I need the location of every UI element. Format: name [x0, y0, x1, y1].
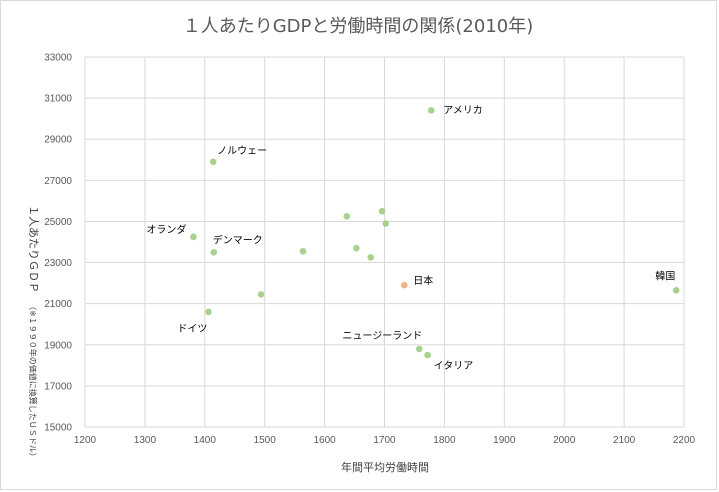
x-tick-label: 2100 — [613, 435, 636, 446]
x-tick-label: 1500 — [254, 435, 277, 446]
data-point — [672, 287, 680, 294]
data-point — [299, 247, 307, 255]
point-label: イタリア — [434, 360, 474, 372]
y-tick-label: 29000 — [44, 135, 72, 146]
point-label: 日本 — [413, 274, 433, 287]
data-point — [424, 351, 431, 359]
x-tick-label: 1300 — [134, 435, 157, 446]
y-tick-label: 21000 — [44, 299, 72, 310]
data-point — [210, 248, 218, 256]
data-point — [415, 345, 423, 353]
gridlines — [84, 56, 685, 428]
data-point — [400, 281, 408, 289]
y-axis-title: １人あたりＧＤＰ （※１９９０年の価値に換算したＵＳドル） — [26, 205, 45, 461]
x-tick-label: 2000 — [553, 435, 576, 446]
data-point — [427, 107, 435, 114]
x-tick-label: 1600 — [313, 435, 336, 446]
point-label: ノルウェー — [217, 145, 267, 157]
data-point — [378, 207, 386, 215]
y-tick-label: 17000 — [44, 381, 72, 392]
data-point — [209, 158, 217, 166]
y-tick-label: 33000 — [44, 53, 72, 64]
point-label: ドイツ — [177, 324, 207, 335]
data-point — [382, 220, 389, 227]
data-point — [205, 308, 212, 316]
point-label: アメリカ — [443, 104, 483, 116]
data-point — [367, 254, 375, 261]
data-points — [190, 107, 680, 359]
y-tick-label: 23000 — [44, 258, 72, 269]
data-point — [353, 244, 360, 252]
x-axis-title: 年間平均労働時間 — [341, 460, 429, 474]
data-point — [190, 233, 197, 241]
x-tick-label: 1400 — [194, 435, 217, 446]
x-tick-label: 1200 — [74, 435, 97, 446]
y-tick-label: 19000 — [44, 340, 72, 351]
point-label: デンマーク — [213, 233, 263, 246]
point-label: ニュージーランド — [342, 330, 422, 342]
data-point — [343, 213, 351, 220]
x-tick-label: 1900 — [493, 435, 516, 446]
chart-title: １人あたりGDPと労働時間の関係(2010年) — [183, 16, 534, 37]
data-point — [257, 291, 265, 298]
y-tick-label: 15000 — [44, 423, 72, 434]
x-tick-label: 1700 — [373, 435, 396, 446]
x-tick-label: 1800 — [433, 435, 456, 446]
x-tick-label: 2200 — [673, 435, 696, 446]
tick-labels: 1200 1300 1400 1500 1600 1700 1800 1900 2000 2100… — [44, 53, 695, 447]
y-axis-title-main: １人あたりＧＤＰ — [27, 205, 40, 293]
y-tick-label: 31000 — [44, 94, 72, 105]
y-tick-label: 27000 — [44, 176, 72, 187]
point-label: 韓国 — [655, 270, 675, 282]
y-axis-title-note: （※１９９０年の価値に換算したＵＳドル） — [28, 302, 38, 461]
y-tick-label: 25000 — [44, 217, 72, 228]
point-label: オランダ — [146, 223, 186, 236]
